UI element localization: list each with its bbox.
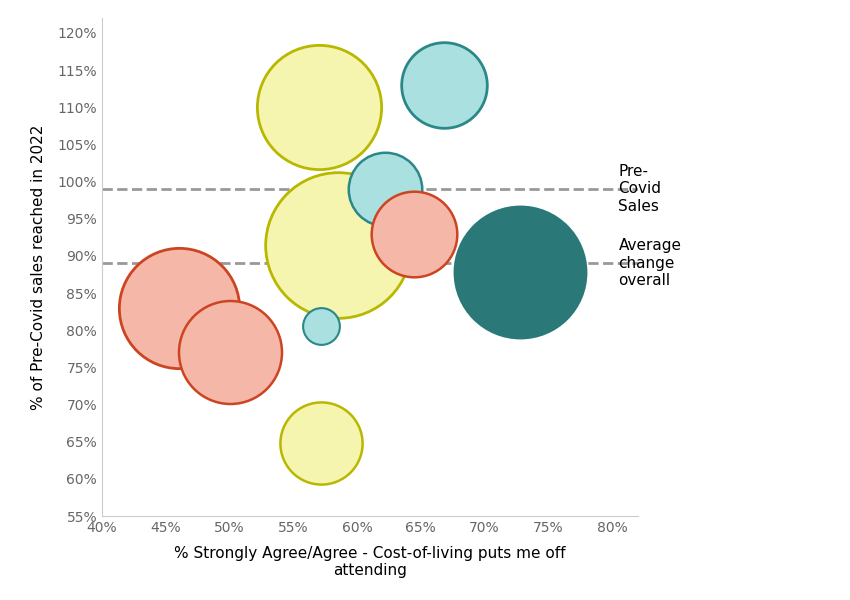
Point <box>407 229 421 238</box>
Point <box>513 268 527 277</box>
Point <box>223 347 236 357</box>
Point <box>314 322 328 331</box>
Point <box>312 103 326 112</box>
X-axis label: % Strongly Agree/Agree - Cost-of-living puts me off
attending: % Strongly Agree/Agree - Cost-of-living … <box>174 546 565 578</box>
Point <box>172 303 185 313</box>
Y-axis label: % of Pre-Covid sales reached in 2022: % of Pre-Covid sales reached in 2022 <box>31 124 47 410</box>
Text: Pre-
Covid
Sales: Pre- Covid Sales <box>619 164 661 214</box>
Point <box>378 184 392 194</box>
Point <box>314 439 328 448</box>
Text: Average
change
overall: Average change overall <box>619 238 682 288</box>
Point <box>437 80 451 89</box>
Point <box>331 240 345 250</box>
